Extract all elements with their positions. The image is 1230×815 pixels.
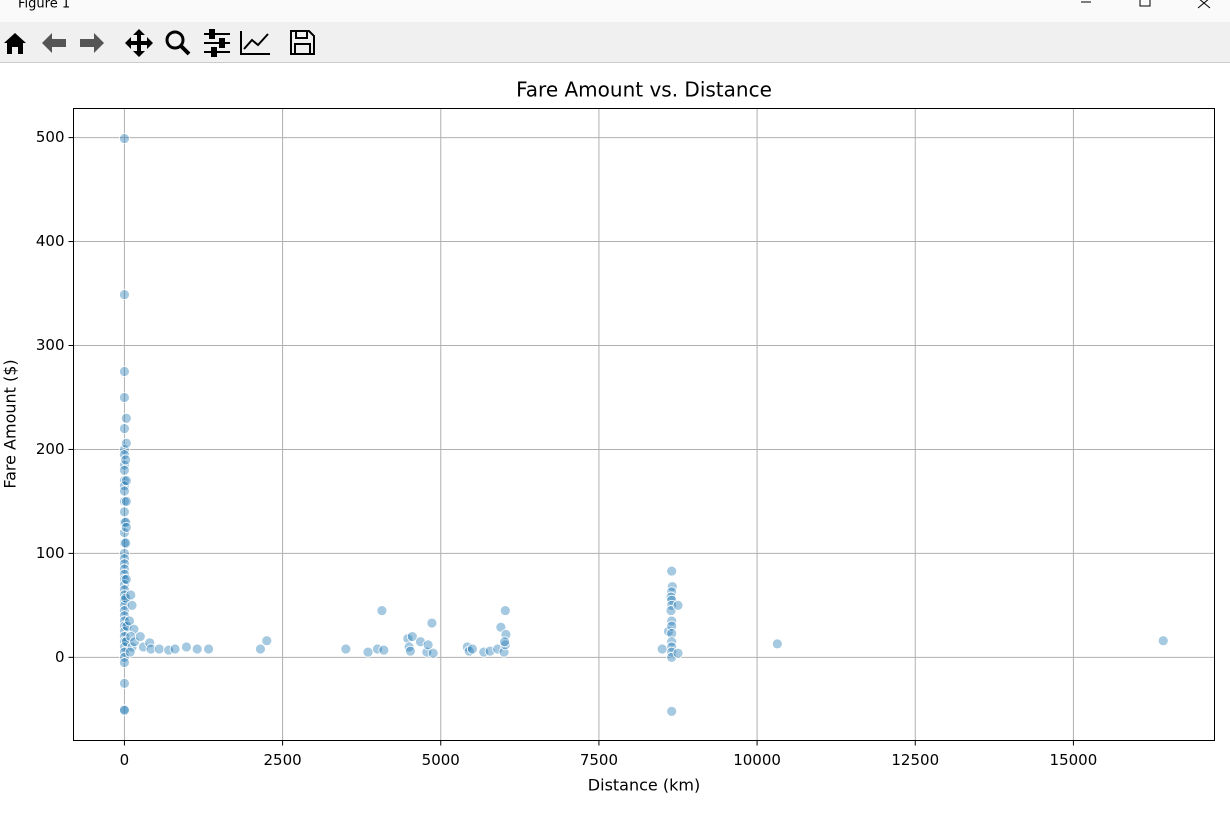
y-tick-label: 400 [36,232,65,250]
point [466,643,478,655]
zoom-button[interactable] [165,30,191,56]
point [181,641,192,653]
point [119,133,130,145]
point [119,485,130,497]
point [406,631,418,642]
x-tick-label: 2500 [263,751,301,769]
point [403,641,415,653]
point [120,496,132,507]
point [119,366,130,377]
home-button[interactable] [4,33,26,54]
point [119,677,130,689]
point [404,645,416,657]
point [119,464,130,476]
forward-button[interactable] [80,33,104,53]
point [426,617,438,629]
point [119,704,130,716]
y-tick-label: 300 [36,336,65,354]
point [427,647,439,659]
y-tick-label: 500 [36,128,65,146]
close-button[interactable] [1197,0,1211,9]
x-axis-label: Distance (km) [588,776,700,795]
plot: 0 2500 5000 7500 10000 12500 15000 0 100 200 300 40… [36,108,1215,769]
point [378,644,390,656]
x-tick-label: 15000 [1050,751,1098,769]
point [362,646,374,658]
point [121,620,133,632]
point [666,705,678,717]
point [340,643,352,655]
point [125,589,137,601]
x-tick-label: 5000 [422,751,460,769]
x-tick-label: 7500 [580,751,618,769]
point [119,392,130,403]
axes-frame [73,108,1215,741]
x-tick-label: 0 [120,751,130,769]
point [169,643,181,655]
point [255,643,266,655]
x-tick-label: 12500 [891,751,939,769]
point [120,522,132,533]
point [119,657,130,668]
x-tick-label: 10000 [733,751,781,769]
point [120,475,132,487]
point [124,646,136,658]
point [499,636,511,648]
point [119,423,130,435]
y-axis-label: Fare Amount ($) [1,359,20,488]
point [771,638,783,650]
point [666,565,678,577]
point [120,573,132,585]
chart-title: Fare Amount vs. Distance [516,78,772,102]
back-button[interactable] [42,33,66,53]
point [1157,635,1169,647]
title-bar [0,0,1230,22]
save-button[interactable] [290,30,315,55]
edit-axis-button[interactable] [240,31,270,55]
window-title: Figure 1 [18,0,70,12]
pan-button[interactable] [125,29,153,57]
toolbar [0,22,1230,62]
configure-button[interactable] [204,29,230,57]
point [672,599,684,611]
y-tick-label: 100 [36,544,65,562]
point [120,412,132,424]
point [656,643,668,655]
point [261,635,273,647]
y-tick-label: 200 [36,440,65,458]
point [203,643,214,655]
point [666,628,678,639]
point [672,647,684,659]
point [120,454,132,466]
point [119,506,130,518]
point [422,639,434,651]
point [191,643,203,655]
point [666,651,678,663]
y-tick-label: 0 [55,648,65,666]
point [120,437,132,449]
maximize-button[interactable] [1139,0,1151,7]
point [120,537,132,549]
point [145,643,157,655]
point [126,599,138,611]
point [124,615,135,627]
point [153,643,165,655]
point [376,605,388,616]
point [134,631,146,642]
point [119,289,130,300]
point [495,621,507,633]
point [499,605,511,616]
